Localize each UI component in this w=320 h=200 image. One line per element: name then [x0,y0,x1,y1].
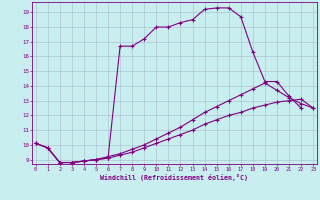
X-axis label: Windchill (Refroidissement éolien,°C): Windchill (Refroidissement éolien,°C) [100,174,248,181]
